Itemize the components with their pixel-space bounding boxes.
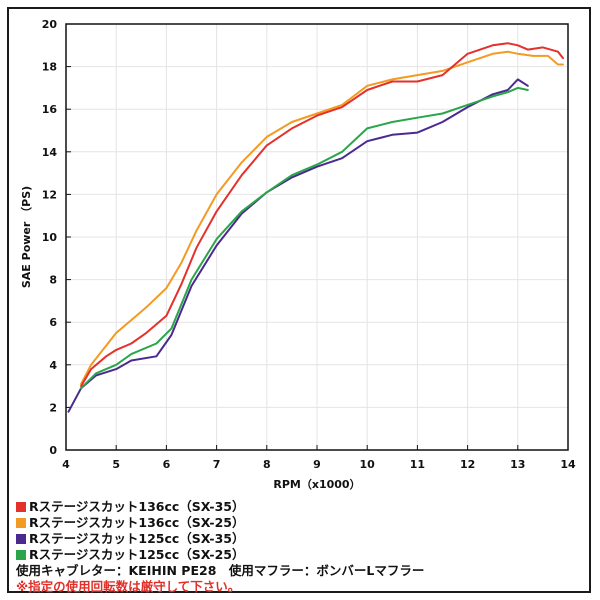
legend-swatch-136cc-sx35 <box>16 502 26 512</box>
legend-label-125cc-sx25: Rステージスカット125cc（SX-25） <box>29 547 245 562</box>
rpm-warning-note: ※指定の使用回転数は厳守して下さい。 <box>16 579 241 594</box>
legend-item-136cc-sx25: Rステージスカット136cc（SX-25） <box>16 515 586 531</box>
legend-item-125cc-sx35: Rステージスカット125cc（SX-35） <box>16 531 586 547</box>
legend-item-125cc-sx25: Rステージスカット125cc（SX-25） <box>16 547 586 563</box>
legend-label-136cc-sx25: Rステージスカット136cc（SX-25） <box>29 515 245 530</box>
x-axis-title: RPM（x1000） <box>273 478 360 491</box>
y-tick-label: 0 <box>49 444 57 457</box>
x-tick-label: 12 <box>460 458 475 471</box>
grid-lines <box>65 23 569 451</box>
y-tick-label: 10 <box>42 231 58 244</box>
series-line-1 <box>80 50 564 385</box>
y-axis-title: SAE Power （PS) <box>20 186 33 288</box>
y-tick-label: 4 <box>49 359 57 372</box>
x-tick-label: 8 <box>263 458 271 471</box>
x-tick-label: 6 <box>163 458 171 471</box>
y-tick-label: 12 <box>42 188 57 201</box>
legend-item-136cc-sx35: Rステージスカット136cc（SX-35） <box>16 499 586 515</box>
y-tick-label: 6 <box>49 316 57 329</box>
setup-note: 使用キャブレター：KEIHIN PE28 使用マフラー：ボンバーLマフラー <box>16 563 425 578</box>
legend-swatch-125cc-sx35 <box>16 534 26 544</box>
y-tick-label: 20 <box>42 18 58 31</box>
legend-swatch-125cc-sx25 <box>16 550 26 560</box>
y-tick-label: 16 <box>42 103 58 116</box>
x-tick-label: 5 <box>112 458 120 471</box>
y-tick-label: 18 <box>42 61 57 74</box>
x-tick-label: 11 <box>410 458 425 471</box>
legend-swatch-136cc-sx25 <box>16 518 26 528</box>
series-layer <box>67 42 564 413</box>
series-line-3 <box>80 86 529 390</box>
x-tick-label: 4 <box>62 458 70 471</box>
x-tick-label: 13 <box>510 458 525 471</box>
series-line-0 <box>80 42 564 388</box>
y-tick-label: 2 <box>49 401 57 414</box>
plot-border <box>65 23 569 451</box>
tick-labels: 4 5 6 7 8 9 10 11 12 13 14 0 2 4 6 8 10 12 14 16 18 20 <box>42 18 576 471</box>
legend-label-125cc-sx35: Rステージスカット125cc（SX-35） <box>29 531 245 546</box>
legend-label-136cc-sx35: Rステージスカット136cc（SX-35） <box>29 499 245 514</box>
legend: Rステージスカット136cc（SX-35） Rステージスカット136cc（SX-… <box>16 499 586 595</box>
x-tick-label: 9 <box>313 458 321 471</box>
x-tick-label: 10 <box>360 458 376 471</box>
y-tick-label: 14 <box>42 146 58 159</box>
x-tick-label: 7 <box>213 458 221 471</box>
y-tick-label: 8 <box>49 274 57 287</box>
x-tick-label: 14 <box>560 458 576 471</box>
